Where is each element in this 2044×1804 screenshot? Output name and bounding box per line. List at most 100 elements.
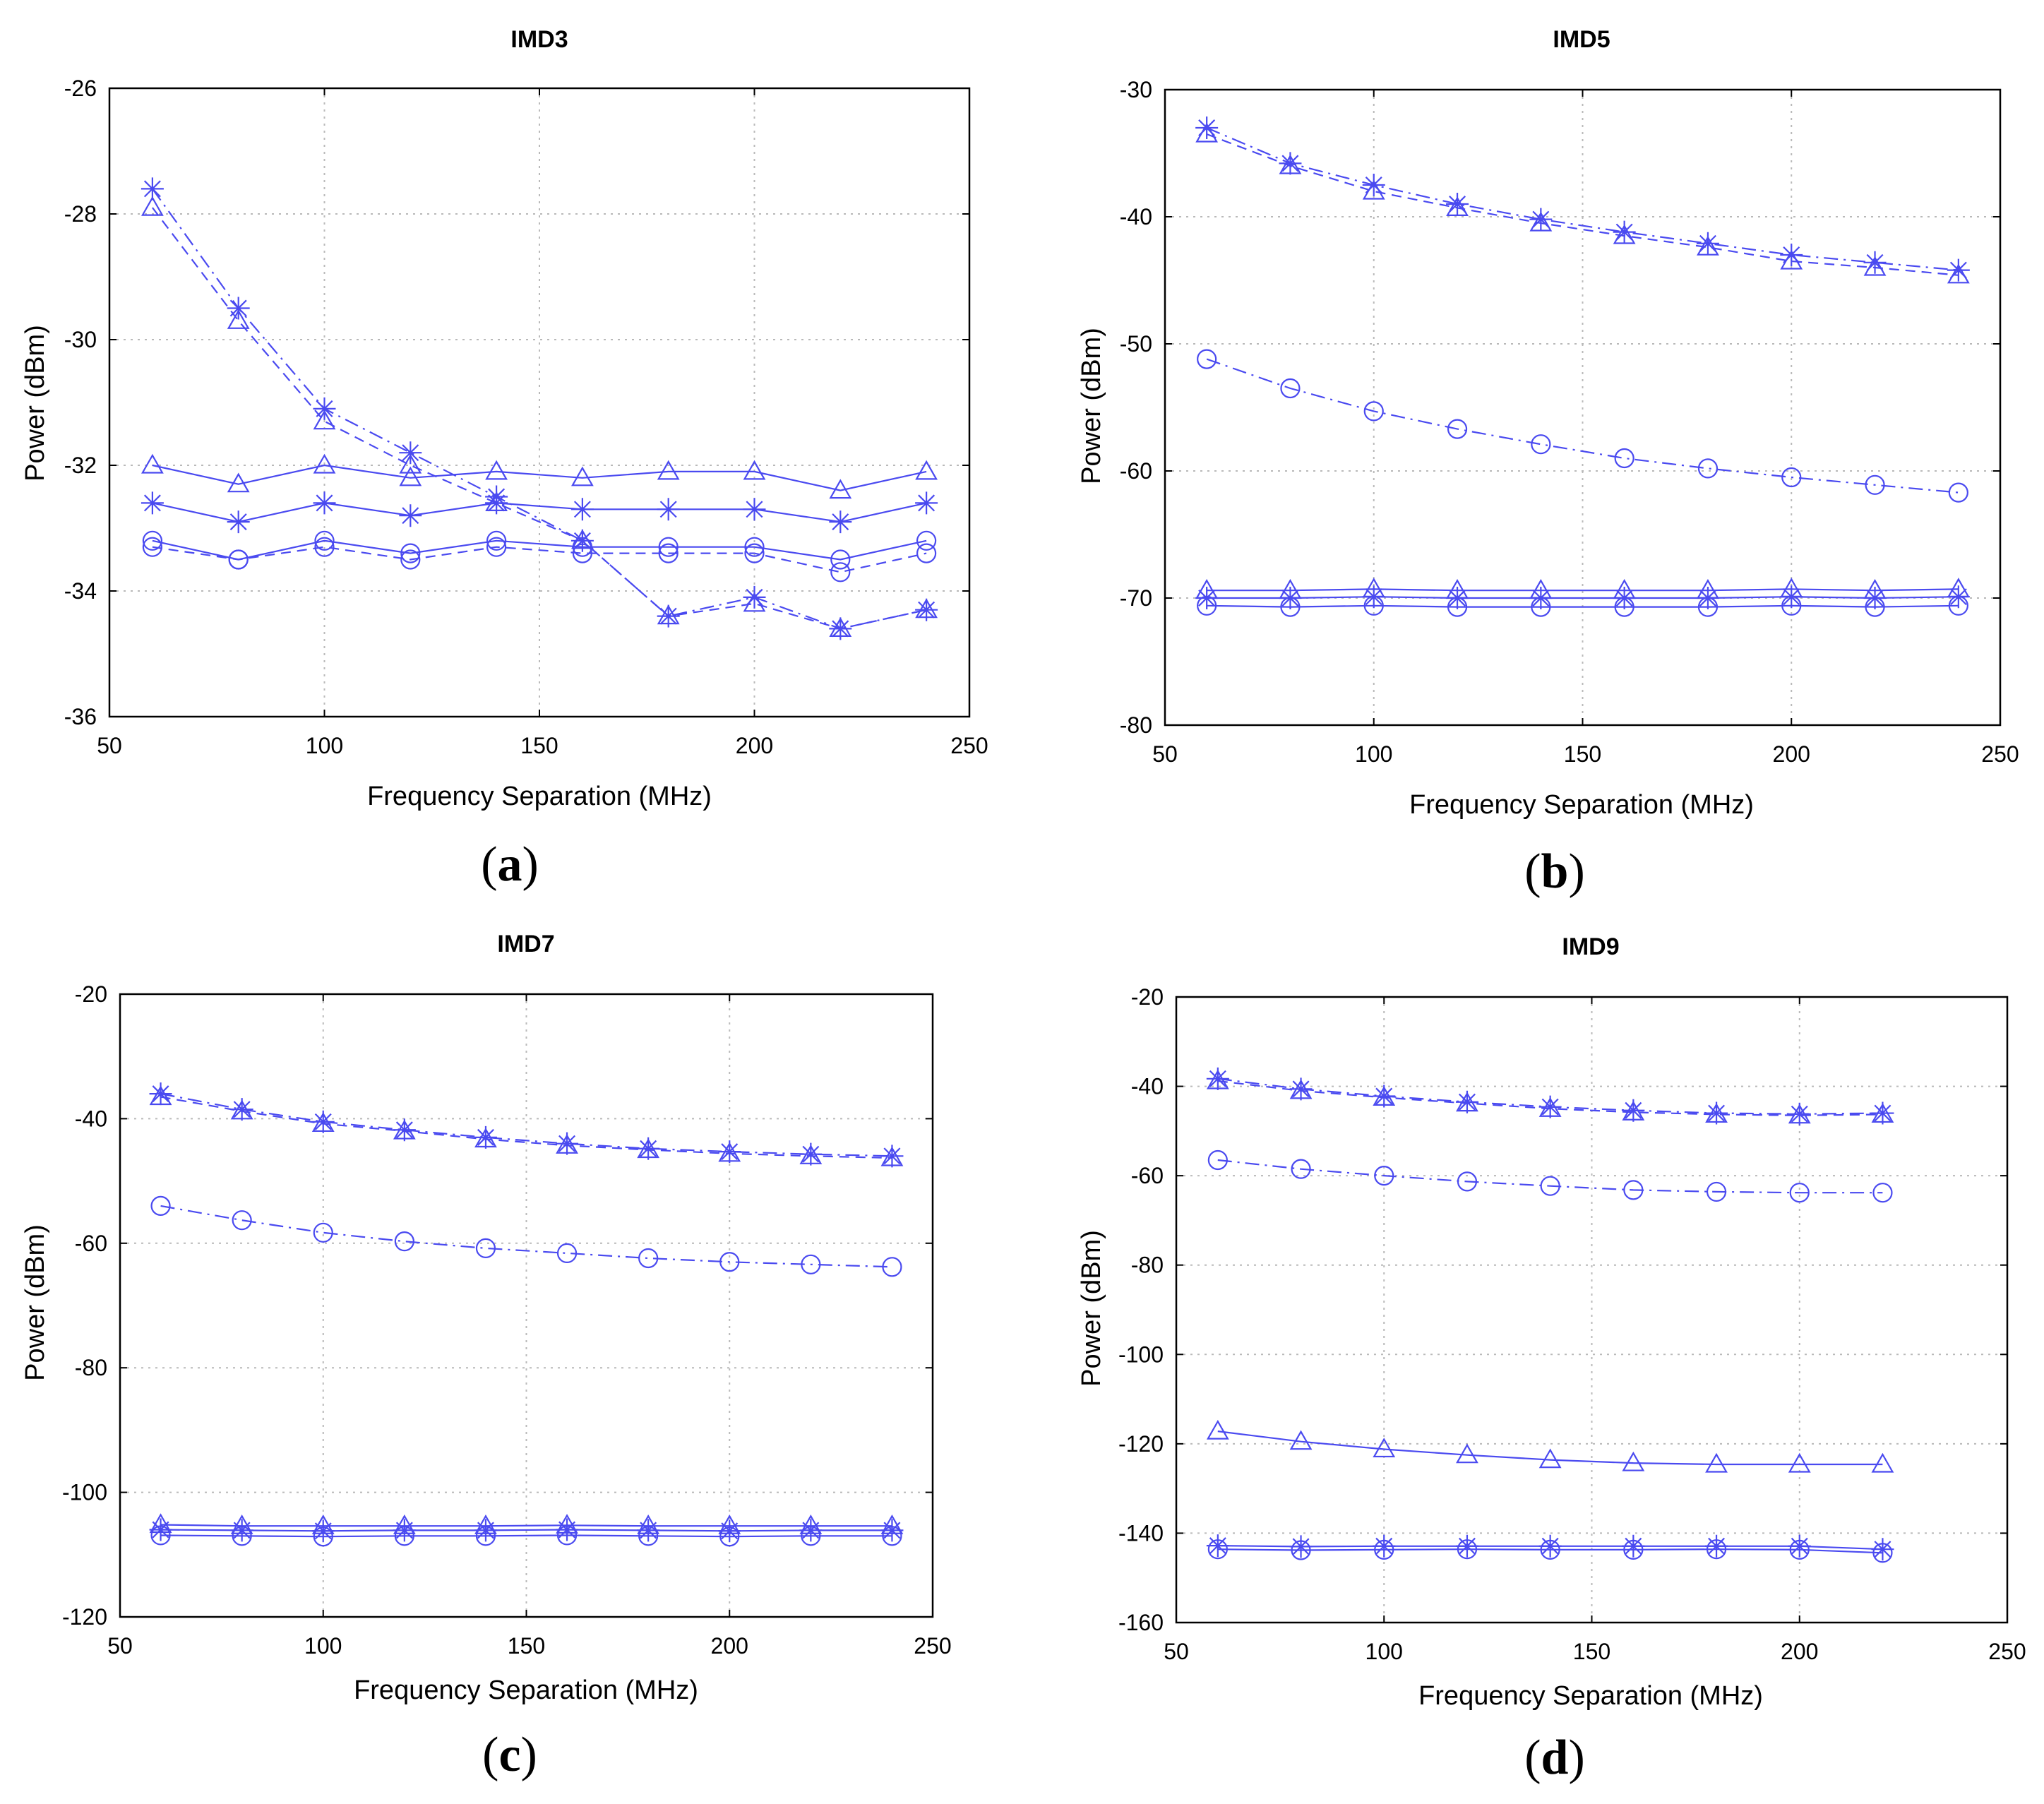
panel-c-series-star-solid-point-7 [718,1519,741,1543]
panel-a-series-star-dashdot-point-9 [915,598,938,621]
panel-c: IMD7 Frequency Separation (MHz) Power (d… [20,931,952,1782]
panel-c-series-star-dashdot-point-3 [393,1118,416,1142]
panel-b-xtick-label-3: 200 [1773,741,1810,767]
panel-d-series-circle-dashdot-point-5 [1623,1180,1644,1200]
panel-a-series-triangle-solid-line [152,464,927,491]
panel-a-series-triangle-solid-point-9 [915,460,938,480]
panel-b-series-star-dashdot-point-2 [1362,174,1385,196]
panel-b-xtick-label-0: 50 [1152,741,1178,767]
panel-d-series-star-solid-point-5 [1622,1534,1645,1558]
panel-c-series-circle-solid-point-9 [882,1526,902,1546]
panel-b: IMD5 Frequency Separation (MHz) Power (d… [1077,26,2019,899]
panel-c-series-circle-solid-point-0 [150,1525,171,1546]
panel-d-series-star-solid-point-1 [1289,1535,1313,1558]
panel-a-series-triangle-dashed-line [152,207,927,630]
panel-a-series-star-dashdot-point-7 [743,585,766,609]
panel-a-series-star-solid-point-7 [743,498,766,521]
panel-a-series-circle-solid-point-9 [916,530,937,551]
panel-c-series-circle-solid-point-8 [801,1526,821,1546]
panel-a-series-star-solid-point-3 [399,504,422,527]
panel-c-series-circle-dashdot-point-2 [313,1222,333,1243]
panel-b-title: IMD5 [1553,26,1610,53]
panel-a-series-circle-solid-point-6 [658,537,679,557]
panel-a-series-circle-dashed-point-4 [486,537,507,557]
panel-c-series-circle-dashdot-point-3 [394,1231,414,1252]
panel-a-series-circle-dashed-line [152,546,927,573]
panel-a-ytick-label-2: -32 [64,453,97,478]
panel-a-series-triangle-solid-point-7 [743,460,766,480]
panel-d-series-circle-solid-point-4 [1540,1539,1560,1560]
panel-a-series-circle-solid-point-0 [142,530,162,551]
panel-d-series-star-dashdot-point-6 [1705,1101,1728,1125]
panel-b-ylabel: Power (dBm) [1077,328,1106,484]
panel-a-series-star-dashdot-point-1 [227,297,250,320]
panel-d-series-triangle-solid-point-8 [1871,1452,1894,1473]
panel-d-series-circle-solid-point-6 [1706,1539,1727,1560]
panel-b-series-circle-dashdot-point-4 [1531,434,1551,455]
panel-d-series-triangle-solid-point-5 [1622,1451,1645,1471]
panel-a-series-circle-dashed-point-0 [142,537,162,557]
panel-d-xtick-label-0: 50 [1164,1639,1189,1664]
panel-b-ytick-label-1: -70 [1120,585,1152,611]
panel-a-series-circle-dashed-point-7 [744,543,765,563]
panel-d-series-triangle-solid-line [1217,1430,1883,1466]
panel-a-series-star-dashdot-point-8 [829,617,852,640]
panel-d-series-circle-dashdot-point-1 [1291,1159,1311,1179]
panel-a-series-triangle-solid-point-2 [313,453,336,474]
panel-c-ytick-label-4: -40 [75,1106,107,1131]
panel-a-series-circle-solid-point-2 [314,530,335,551]
panel-c-series-circle-solid-line [160,1534,892,1538]
panel-c-ylabel: Power (dBm) [20,1224,50,1381]
panel-d-series-circle-dashdot-point-4 [1540,1176,1560,1196]
panel-d-ytick-label-1: -140 [1118,1520,1164,1546]
panel-a-series-triangle-solid-point-0 [141,453,164,474]
panel-d-series-circle-solid-point-3 [1457,1539,1478,1560]
panel-a-series-triangle-solid-point-6 [657,460,680,480]
panel-b-series-circle-solid-point-6 [1697,597,1719,617]
panel-a-ytick-label-3: -30 [64,327,97,352]
panel-d-xtick-label-2: 150 [1573,1639,1610,1664]
panel-a-series-circle-dashed-point-9 [916,543,937,563]
panel-d-series-circle-solid-point-2 [1374,1539,1394,1560]
panel-a-ytick-label-5: -26 [64,76,97,101]
panel-c-series-star-solid-point-1 [230,1519,253,1542]
panel-a-xlabel: Frequency Separation (MHz) [367,782,712,811]
panel-a-series-star-solid-point-2 [313,491,336,515]
panel-b-ytick-label-2: -60 [1120,458,1152,484]
panel-a-series-triangle-dashed-point-1 [227,309,250,329]
panel-d-series-circle-solid-point-5 [1623,1539,1644,1560]
panel-c-ytick-label-2: -80 [75,1355,107,1380]
panel-d-series-star-dashdot-point-5 [1622,1099,1645,1122]
panel-c-ytick-label-0: -120 [62,1604,107,1630]
panel-d-series-star-dashdot-point-7 [1788,1102,1811,1125]
panel-d-xlabel: Frequency Separation (MHz) [1418,1681,1763,1711]
panel-d-series-star-solid-point-6 [1705,1534,1728,1558]
panel-d-series-star-dashdot-point-3 [1455,1090,1478,1113]
panel-b-series-star-dashdot-point-5 [1613,220,1636,244]
panel-c-xtick-label-3: 200 [711,1633,748,1659]
panel-d-series-star-solid-point-0 [1206,1534,1229,1558]
panel-d-xtick-label-1: 100 [1365,1639,1403,1664]
panel-d-series-star-solid-point-2 [1373,1534,1396,1558]
panel-d-series-circle-dashdot-line [1217,1159,1883,1194]
panel-d-series-circle-solid-point-1 [1291,1540,1311,1560]
panel-d-ytick-label-6: -40 [1131,1074,1164,1099]
panel-d-caption: (d) [1524,1731,1585,1785]
panel-b-letter: b [1541,844,1569,899]
panel-a-series-star-dashdot-point-2 [313,397,336,420]
panel-a-series-circle-dashed-point-5 [572,543,593,563]
panel-a-series-star-solid-point-5 [570,498,594,521]
panel-d-ytick-label-0: -160 [1118,1610,1164,1635]
panel-b-series-circle-solid-point-9 [1948,595,1968,616]
panel-b-series-star-dashdot-point-1 [1279,152,1302,175]
panel-c-xlabel: Frequency Separation (MHz) [354,1675,698,1705]
panel-c-series-triangle-dashed-line [160,1096,892,1159]
panel-a-series-star-solid-point-0 [141,491,164,515]
panel-a-series-star-solid-point-1 [227,510,250,534]
panel-d-series-circle-dashdot-point-8 [1872,1183,1893,1203]
panel-c-ytick-label-5: -20 [75,981,107,1007]
panel-a-ylabel: Power (dBm) [20,325,50,482]
panel-a-xtick-label-0: 50 [97,733,122,758]
panel-b-series-star-dashdot-point-6 [1696,232,1719,255]
panel-b-series-circle-dashdot-point-6 [1697,458,1719,479]
